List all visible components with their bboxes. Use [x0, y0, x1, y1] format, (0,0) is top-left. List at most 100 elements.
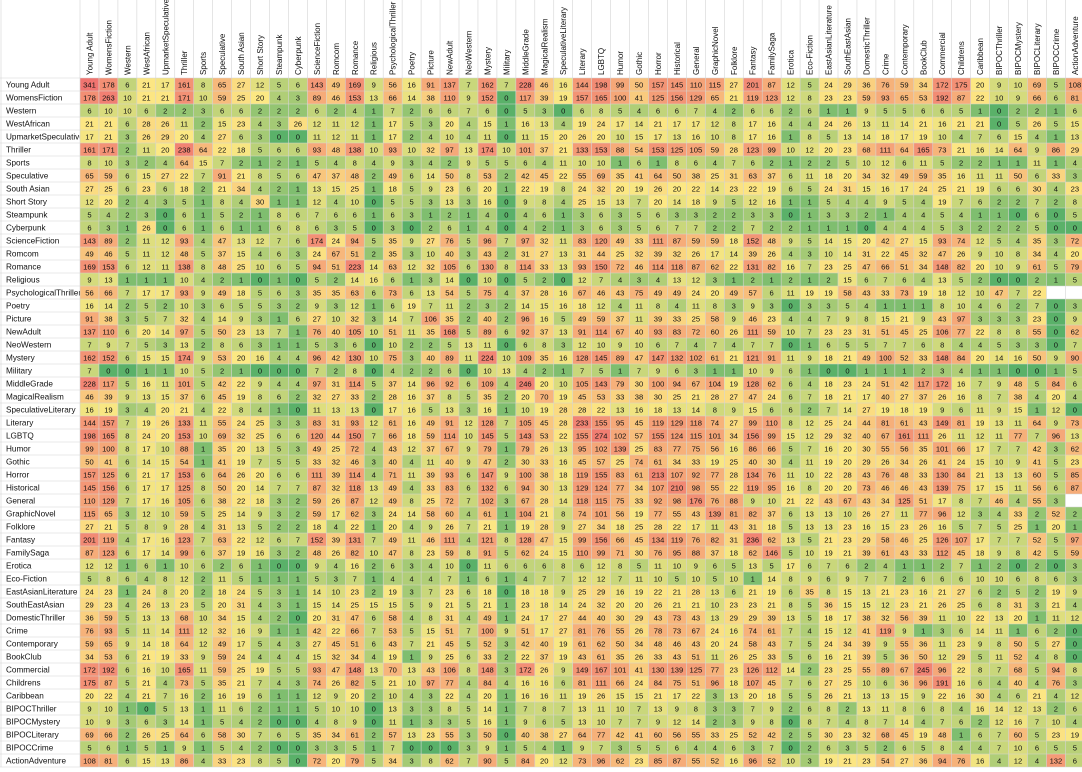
cell-value-label: 144 [576, 81, 589, 90]
cell-value-label: 11 [881, 120, 889, 129]
heatmap-cell [364, 78, 384, 91]
cell-value-label: 6 [959, 627, 963, 636]
heatmap-cell [250, 104, 270, 117]
cell-value-label: 10 [995, 94, 1003, 103]
cell-value-label: 2 [201, 185, 205, 194]
cell-value-label: 210 [671, 484, 684, 493]
cell-value-label: 10 [995, 263, 1003, 272]
cell-value-label: 40 [332, 328, 340, 337]
cell-value-label: 12 [199, 640, 207, 649]
cell-value-label: 22 [180, 172, 188, 181]
cell-value-label: 7 [1016, 289, 1020, 298]
cell-value-label: 108 [1069, 81, 1082, 90]
cell-value-label: 4 [561, 120, 565, 129]
column-header: UpmarketSpeculative [161, 0, 170, 75]
cell-value-label: 11 [483, 562, 491, 571]
cell-value-label: 32 [673, 250, 681, 259]
cell-value-label: 10 [805, 471, 813, 480]
heatmap-cell [383, 104, 403, 117]
cell-value-label: 30 [635, 380, 643, 389]
cell-value-label: 89 [881, 666, 889, 675]
cell-value-label: 161 [898, 432, 911, 441]
cell-value-label: 3 [770, 211, 774, 220]
cell-value-label: 4 [334, 198, 338, 207]
cell-value-label: 6 [807, 107, 811, 116]
cell-value-label: 5 [997, 523, 1001, 532]
cell-value-label: 7 [201, 536, 205, 545]
cell-value-label: 14 [313, 588, 321, 597]
cell-value-label: 5 [1073, 276, 1077, 285]
cell-value-label: 5 [466, 393, 470, 402]
heatmap-cell [231, 78, 251, 91]
cell-value-label: 13 [332, 406, 340, 415]
cell-value-label: 4 [959, 211, 963, 220]
cell-value-label: 26 [692, 250, 700, 259]
cell-value-label: 10 [123, 107, 131, 116]
cell-value-label: 21 [730, 354, 738, 363]
column-header: BIPOCCrime [1052, 28, 1061, 75]
cell-value-label: 39 [767, 614, 775, 623]
cell-value-label: 8 [1016, 549, 1020, 558]
cell-value-label: 6 [1035, 211, 1039, 220]
cell-value-label: 33 [1052, 172, 1060, 181]
cell-value-label: 6 [277, 432, 281, 441]
heatmap-cell [724, 91, 744, 104]
cell-value-label: 148 [481, 666, 494, 675]
cell-value-label: 13 [256, 328, 264, 337]
cell-value-label: 3 [466, 198, 470, 207]
cell-value-label: 0 [504, 198, 508, 207]
cell-value-label: 16 [559, 458, 567, 467]
cell-value-label: 24 [237, 419, 245, 428]
cell-value-label: 13 [824, 510, 832, 519]
cell-value-label: 119 [747, 484, 759, 493]
cell-value-label: 45 [218, 393, 226, 402]
cell-value-label: 3 [1073, 575, 1077, 584]
heatmap-cell [345, 104, 365, 117]
cell-value-label: 129 [576, 484, 589, 493]
cell-value-label: 119 [652, 419, 664, 428]
cell-value-label: 41 [218, 458, 226, 467]
cell-value-label: 27 [578, 523, 586, 532]
cell-value-label: 10 [199, 614, 207, 623]
cell-value-label: 1 [258, 211, 262, 220]
cell-value-label: 5 [410, 627, 414, 636]
heatmap-cell [762, 91, 782, 104]
cell-value-label: 48 [1014, 380, 1022, 389]
cell-value-label: 13 [995, 419, 1003, 428]
cell-value-label: 6 [940, 107, 944, 116]
cell-value-label: 33 [483, 653, 491, 662]
cell-value-label: 0 [1073, 627, 1077, 636]
cell-value-label: 38 [635, 393, 643, 402]
cell-value-label: 13 [104, 276, 112, 285]
cell-value-label: 9 [940, 406, 944, 415]
cell-value-label: 61 [1033, 263, 1041, 272]
cell-value-label: 15 [1014, 133, 1022, 142]
cell-value-label: 5 [466, 601, 470, 610]
cell-value-label: 13 [1014, 471, 1022, 480]
cell-value-label: 6 [978, 198, 982, 207]
cell-value-label: 6 [789, 406, 793, 415]
cell-value-label: 89 [104, 237, 112, 246]
cell-value-label: 11 [142, 627, 150, 636]
cell-value-label: 153 [348, 94, 361, 103]
cell-value-label: 9 [428, 653, 432, 662]
cell-value-label: 5 [410, 198, 414, 207]
cell-value-label: 22 [730, 263, 738, 272]
row-header: Short Story [6, 198, 48, 207]
cell-value-label: 19 [388, 653, 396, 662]
cell-value-label: 5 [732, 562, 736, 571]
cell-value-label: 125 [652, 94, 665, 103]
cell-value-label: 0 [504, 211, 508, 220]
cell-value-label: 56 [616, 510, 624, 519]
heatmap-cell [629, 104, 649, 117]
cell-value-label: 23 [1071, 458, 1079, 467]
cell-value-label: 48 [654, 640, 662, 649]
cell-value-label: 22 [559, 172, 567, 181]
cell-value-label: 45 [900, 328, 908, 337]
cell-value-label: 5 [144, 315, 148, 324]
cell-value-label: 67 [445, 445, 453, 454]
cell-value-label: 33 [919, 471, 927, 480]
cell-value-label: 10 [445, 562, 453, 571]
cell-value-label: 27 [900, 393, 908, 402]
